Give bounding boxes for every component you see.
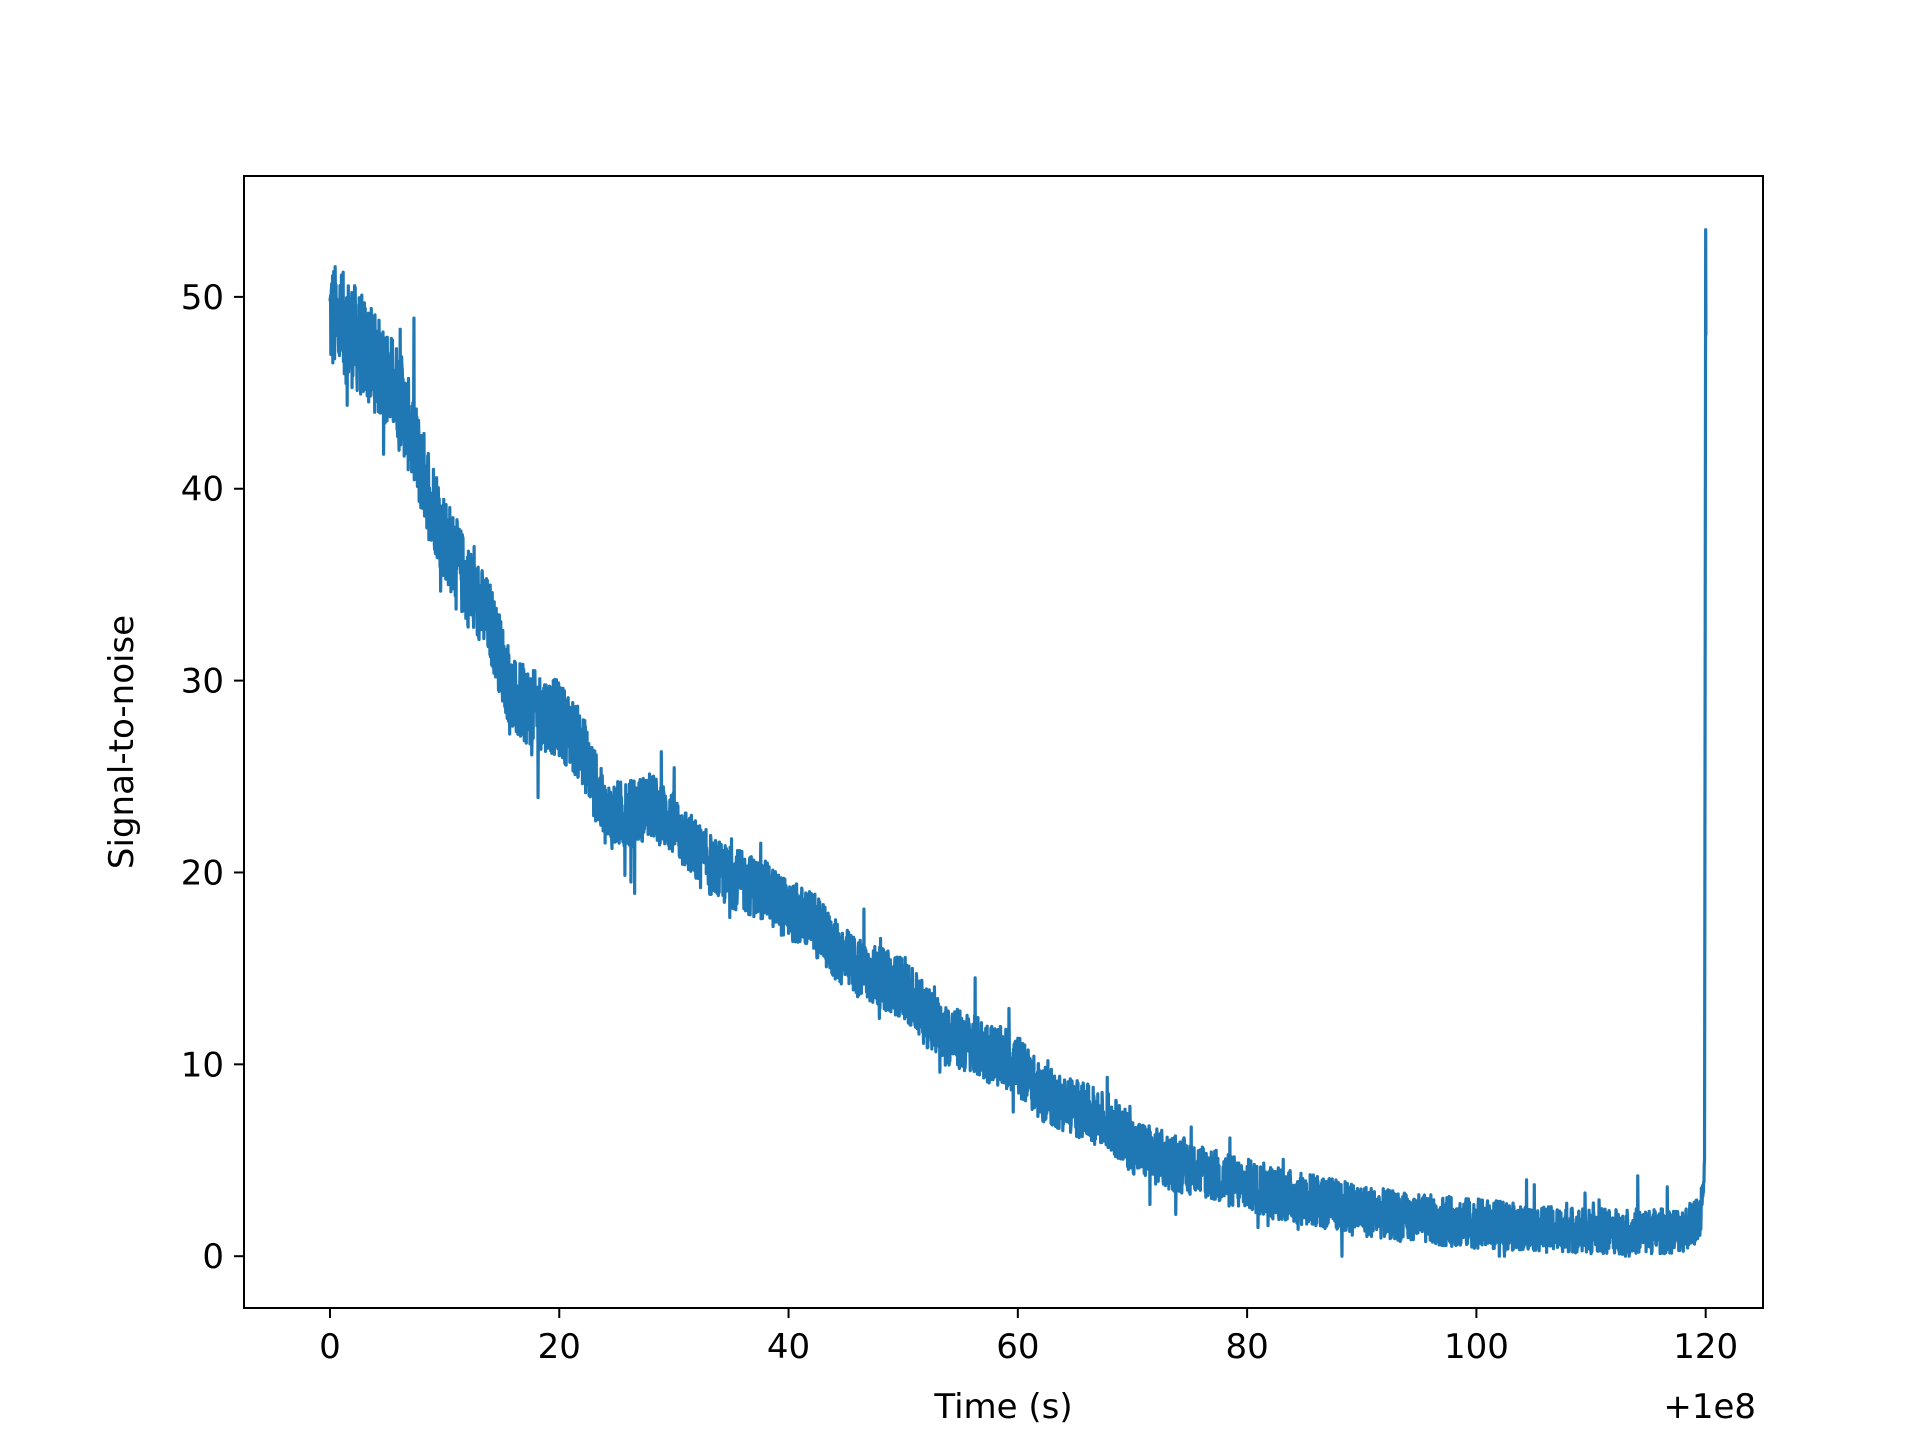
x-tick-label: 40 — [767, 1327, 810, 1367]
plot-area — [328, 228, 1708, 1258]
y-tick-label: 20 — [181, 853, 224, 893]
y-tick-label: 50 — [181, 278, 224, 318]
axes-frame — [243, 175, 1764, 1309]
x-tick-label: 20 — [538, 1327, 581, 1367]
x-tick-label: 0 — [319, 1327, 341, 1367]
x-axis-label: Time (s) — [933, 1387, 1072, 1427]
x-tick-label: 60 — [996, 1327, 1039, 1367]
x-axis-offset-label: +1e8 — [1663, 1387, 1756, 1427]
series-line — [328, 228, 1708, 1258]
x-tick-label: 100 — [1444, 1327, 1509, 1367]
y-axis-label: Signal-to-noise — [102, 615, 142, 869]
x-tick-label: 120 — [1673, 1327, 1738, 1367]
y-tick-label: 0 — [202, 1237, 224, 1277]
y-tick-label: 40 — [181, 470, 224, 510]
x-tick-label: 80 — [1225, 1327, 1268, 1367]
y-tick-label: 30 — [181, 662, 224, 702]
y-tick-label: 10 — [181, 1045, 224, 1085]
ticks: 0 20 40 60 80 100 120 0 10 20 30 40 50 — [181, 278, 1738, 1367]
